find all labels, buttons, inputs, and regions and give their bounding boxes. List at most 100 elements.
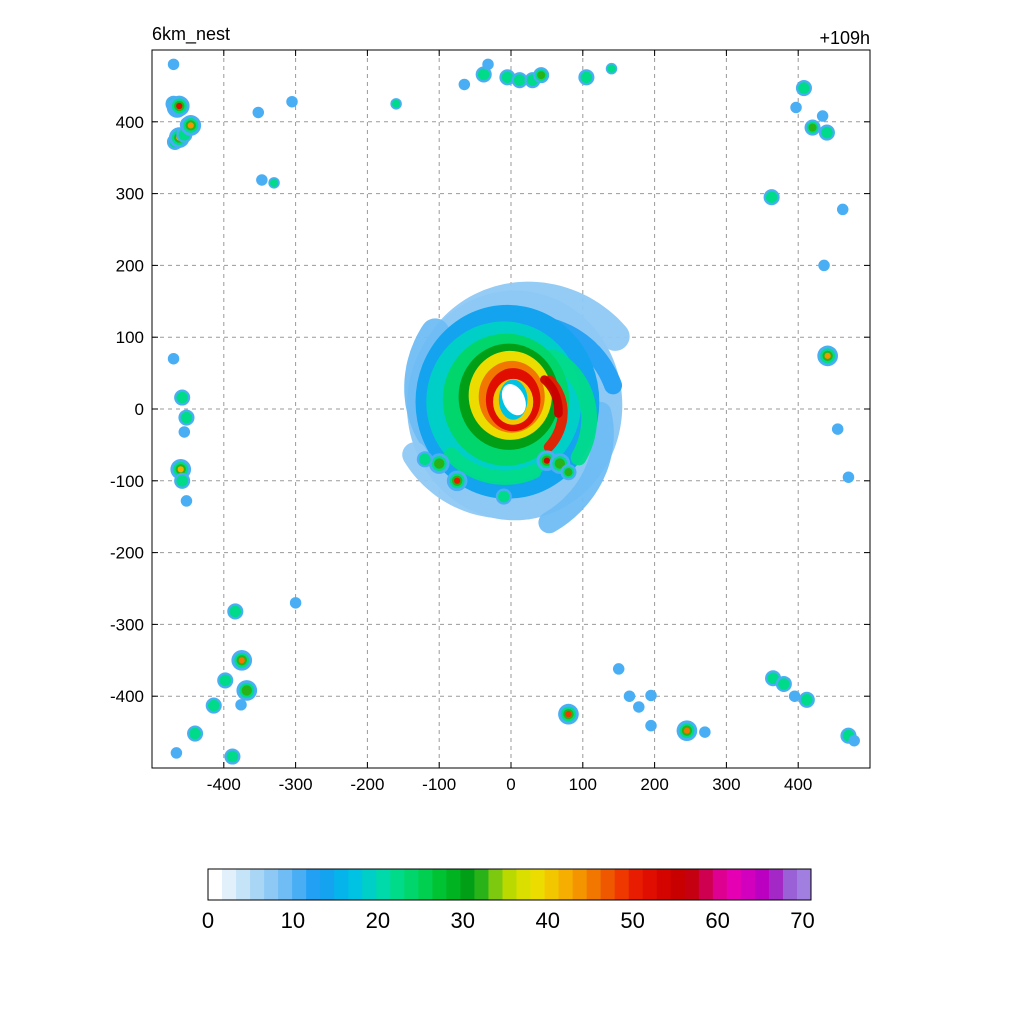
colorbar-swatch [614, 869, 630, 900]
chart-title-left: 6km_nest [152, 24, 230, 45]
colorbar-swatch [782, 869, 798, 900]
convective-cell [180, 495, 193, 507]
colorbar-swatch [362, 869, 377, 900]
inner-band-east [543, 349, 598, 466]
colorbar-swatch [516, 869, 531, 900]
colorbar-swatch [698, 869, 714, 900]
colorbar-swatch [488, 869, 503, 900]
x-tick-label: -100 [422, 775, 456, 794]
colorbar-tick-label: 70 [790, 908, 814, 933]
convective-cell-core [801, 694, 813, 706]
x-tick-label: 300 [712, 775, 740, 794]
chart-title-right: +109h [819, 28, 870, 48]
convective-cell [818, 259, 830, 272]
colorbar-swatch [376, 869, 391, 900]
colorbar-swatch [474, 869, 489, 900]
convective-cell-peak [177, 466, 184, 473]
y-tick-label: 0 [135, 400, 144, 419]
convective-cell [286, 95, 298, 108]
colorbar-tick-label: 50 [620, 908, 644, 933]
colorbar-swatch [586, 869, 602, 900]
convective-cell-core [501, 71, 514, 84]
colorbar-swatch [768, 869, 784, 900]
colorbar-swatch [740, 869, 756, 900]
colorbar-swatch [754, 869, 770, 900]
colorbar-swatch [572, 869, 588, 900]
convective-cell-peak [565, 711, 572, 718]
colorbar-swatch [236, 869, 251, 900]
colorbar-swatch [446, 869, 461, 900]
spiral-band-outer-east [538, 401, 614, 534]
convective-cell [790, 101, 802, 114]
colorbar-tick-label: 0 [202, 908, 214, 933]
convective-cell-core [513, 74, 526, 86]
convective-cell [289, 597, 302, 609]
x-tick-label: 0 [506, 775, 515, 794]
colorbar [207, 868, 812, 901]
y-tick-label: 400 [116, 113, 144, 132]
convective-cell [167, 58, 180, 71]
colorbar-swatch [502, 869, 517, 900]
colorbar-swatch [390, 869, 405, 900]
convective-cell-peak [176, 102, 183, 110]
convective-cell-peak [187, 122, 194, 129]
colorbar-swatch [432, 869, 447, 900]
y-tick-label: 200 [116, 256, 144, 275]
colorbar-frame [207, 868, 812, 901]
convective-cell [788, 690, 801, 702]
convective-cell-core [189, 727, 201, 740]
colorbar-swatch [726, 869, 742, 900]
colorbar-tick-label: 30 [451, 908, 475, 933]
colorbar-swatch [558, 869, 574, 900]
convective-cell-core [580, 71, 593, 84]
convective-cell [623, 690, 636, 702]
colorbar-swatch [530, 869, 545, 900]
convective-cell-core [767, 672, 779, 685]
colorbar-swatch [404, 869, 419, 900]
spiral-band-outer-south [402, 442, 555, 519]
colorbar-tick-label: 40 [535, 908, 559, 933]
colorbar-swatch [264, 869, 279, 900]
colorbar-swatch [460, 869, 475, 900]
x-tick-label: 400 [784, 775, 812, 794]
convective-cell-core [564, 468, 573, 477]
convective-cell-peak [454, 477, 461, 484]
x-tick-label: -300 [279, 775, 313, 794]
convective-cell-peak [238, 657, 245, 664]
colorbar-swatch [670, 869, 686, 900]
convective-cell-core [419, 453, 431, 466]
colorbar-tick-label: 60 [705, 908, 729, 933]
colorbar-swatch [334, 869, 349, 900]
convective-cell-core [229, 605, 242, 618]
colorbar-swatch [600, 869, 616, 900]
colorbar-swatch [292, 869, 307, 900]
colorbar-swatch [306, 869, 321, 900]
y-axis: 400 300 200 100 0 -100 -200 -300 -400 [110, 113, 870, 706]
convective-cell-core [477, 68, 490, 81]
colorbar-swatch [250, 869, 265, 900]
convective-cell-core [207, 699, 220, 712]
convective-cell-core [391, 99, 401, 108]
colorbar-tick-label: 10 [281, 908, 305, 933]
convective-cell-core [498, 490, 510, 503]
x-tick-label: -200 [350, 775, 384, 794]
colorbar-swatch [222, 869, 237, 900]
convective-cell-peak [824, 352, 831, 359]
convective-cell-core [808, 123, 817, 132]
y-tick-label: -400 [110, 687, 144, 706]
convective-cell [252, 106, 265, 119]
colorbar-swatch [628, 869, 644, 900]
convective-cell-core [798, 82, 810, 94]
convective-cell [256, 174, 268, 186]
inner-band-south [443, 447, 542, 485]
colorbar-tick-label: 20 [366, 908, 390, 933]
y-tick-label: -100 [110, 472, 144, 491]
colorbar-swatch [278, 869, 293, 900]
convective-cell [831, 423, 844, 435]
colorbar-swatch [544, 869, 559, 900]
convective-cell [235, 699, 247, 711]
convective-cell-core [607, 64, 616, 73]
colorbar-swatch [656, 869, 672, 900]
colorbar-swatch [796, 869, 812, 900]
